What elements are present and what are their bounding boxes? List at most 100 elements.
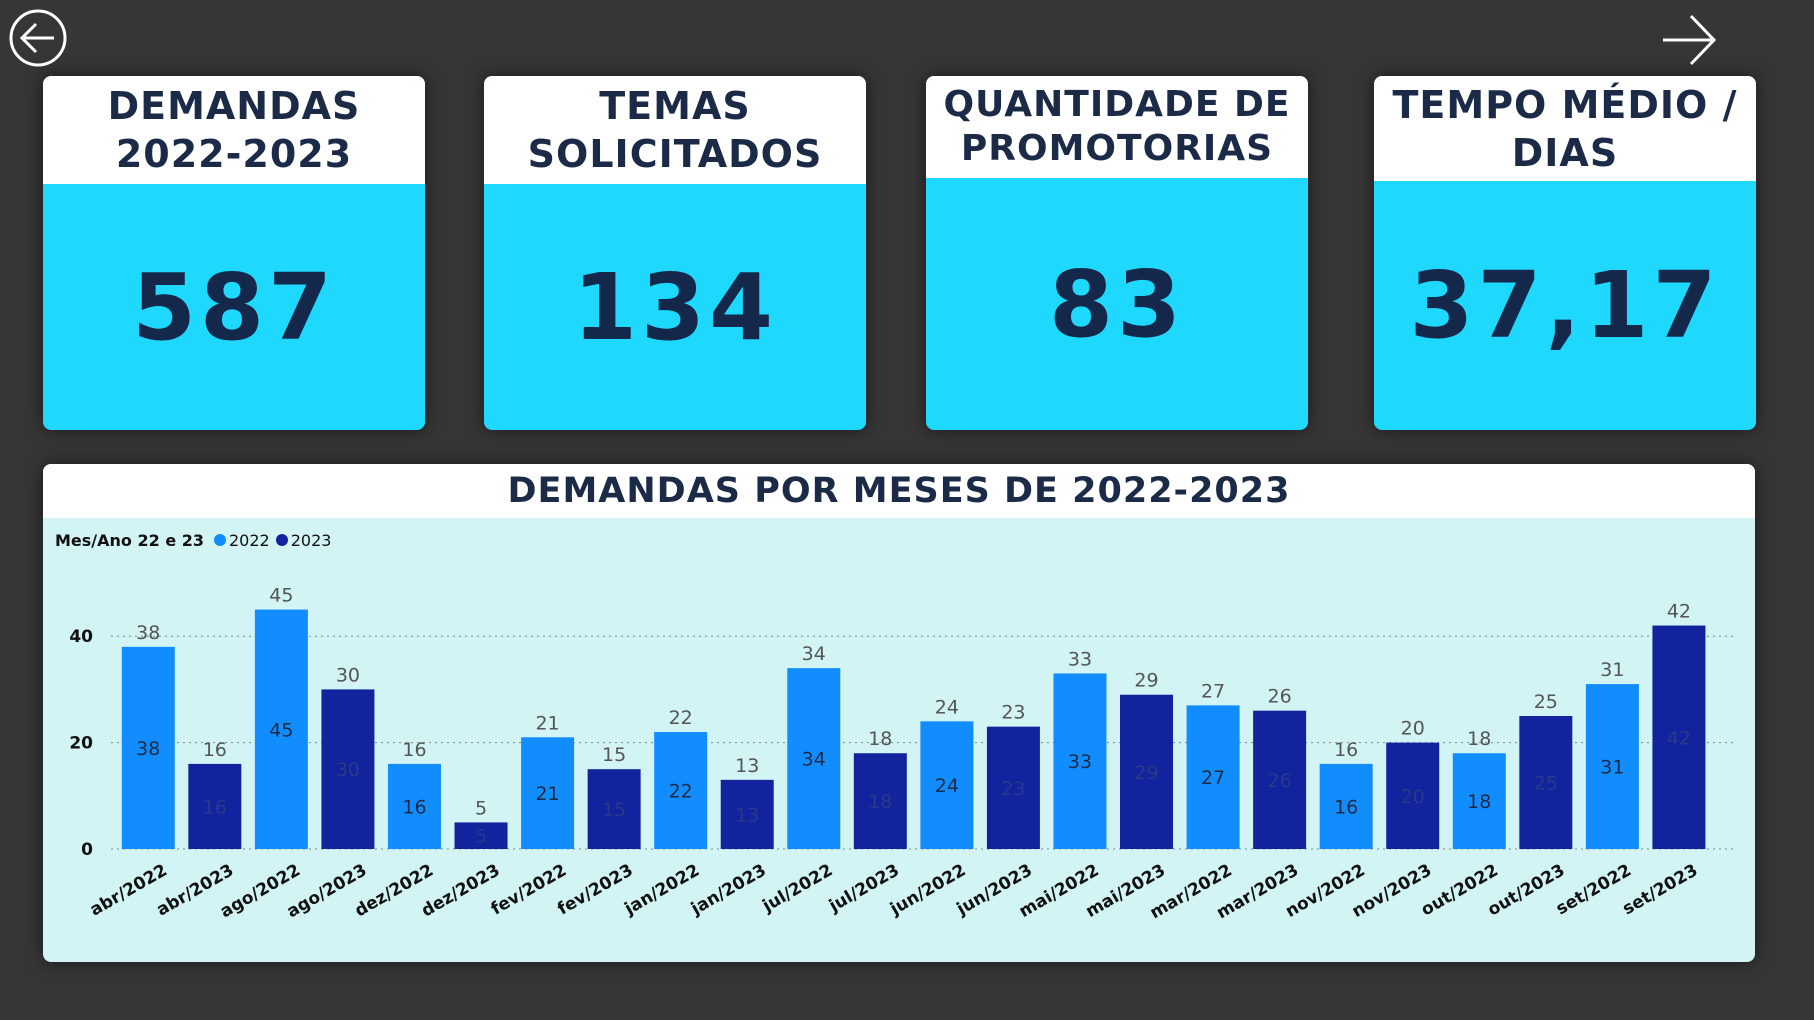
kpi-value: 587	[131, 253, 337, 361]
bar	[321, 689, 375, 849]
bar	[853, 753, 907, 849]
bar	[454, 822, 508, 849]
kpi-title: QUANTIDADE DE PROMOTORIAS	[926, 76, 1308, 178]
bar-inside-label: 25	[1534, 773, 1558, 795]
bar-inside-label: 21	[535, 783, 559, 805]
bar	[1386, 742, 1440, 849]
bar-inside-label: 38	[136, 738, 160, 760]
bar-inside-label: 18	[1467, 791, 1491, 813]
bar	[1452, 753, 1506, 849]
bar	[1053, 673, 1107, 849]
kpi-card-promotorias: QUANTIDADE DE PROMOTORIAS 83	[926, 76, 1308, 430]
bar	[720, 779, 774, 849]
bar-value-label: 25	[1534, 691, 1558, 713]
back-button[interactable]	[8, 8, 68, 68]
bar-value-label: 16	[203, 739, 227, 761]
x-tick-label: jul/2022	[758, 860, 836, 916]
legend-item-2022[interactable]: 2022	[214, 531, 270, 550]
bar	[1319, 763, 1373, 849]
bar	[254, 609, 308, 849]
kpi-title: DEMANDAS 2022-2023	[43, 76, 425, 184]
y-tick-label: 40	[69, 627, 93, 647]
bar	[920, 721, 974, 849]
bar-inside-label: 20	[1401, 786, 1425, 808]
bar-value-label: 21	[535, 712, 559, 734]
bar-inside-label: 16	[1334, 796, 1358, 818]
bar-value-label: 26	[1268, 686, 1292, 708]
bar-inside-label: 5	[475, 826, 487, 848]
bar-value-label: 27	[1201, 680, 1225, 702]
bar-value-label: 18	[868, 728, 892, 750]
arrow-left-circle-icon	[9, 9, 67, 67]
chart-legend: Mes/Ano 22 e 23 2022 2023	[55, 530, 337, 550]
bar-inside-label: 26	[1268, 770, 1292, 792]
bar-inside-label: 33	[1068, 751, 1092, 773]
arrow-right-icon	[1663, 14, 1717, 66]
bar-inside-label: 15	[602, 799, 626, 821]
bar	[121, 646, 175, 849]
bar	[188, 763, 242, 849]
bar-value-label: 15	[602, 744, 626, 766]
kpi-card-temas: TEMAS SOLICITADOS 134	[484, 76, 866, 430]
kpi-value: 134	[572, 253, 778, 361]
x-tick-label: set/2023	[1619, 860, 1701, 919]
bar	[787, 668, 841, 849]
bar-inside-label: 18	[868, 791, 892, 813]
chart-card: DEMANDAS POR MESES DE 2022-2023 Mes/Ano …	[43, 464, 1755, 962]
x-tick-label: set/2022	[1553, 860, 1635, 919]
bar-value-label: 30	[336, 664, 360, 686]
bar-inside-label: 13	[735, 804, 759, 826]
bar-value-label: 42	[1667, 601, 1691, 623]
bar-value-label: 16	[402, 739, 426, 761]
kpi-title: TEMPO MÉDIO / DIAS	[1374, 76, 1756, 181]
bar	[1585, 684, 1639, 849]
bar-value-label: 31	[1600, 659, 1624, 681]
legend-label-2022: 2022	[229, 530, 270, 550]
bar-inside-label: 23	[1001, 778, 1025, 800]
kpi-title: TEMAS SOLICITADOS	[484, 76, 866, 184]
x-tick-label: jan/2023	[687, 860, 770, 919]
bar-value-label: 5	[475, 797, 487, 819]
bar-value-label: 18	[1467, 728, 1491, 750]
bar-inside-label: 16	[402, 796, 426, 818]
bar-value-label: 16	[1334, 739, 1358, 761]
kpi-value: 37,17	[1409, 252, 1721, 359]
kpi-card-tempo-medio: TEMPO MÉDIO / DIAS 37,17	[1374, 76, 1756, 430]
bar-value-label: 33	[1068, 648, 1092, 670]
bar-inside-label: 27	[1201, 767, 1225, 789]
x-tick-label: jun/2022	[886, 860, 969, 920]
bar-value-label: 24	[935, 696, 959, 718]
bar-inside-label: 30	[336, 759, 360, 781]
bar	[587, 769, 641, 849]
legend-dot-2023	[275, 534, 288, 546]
bar-inside-label: 42	[1667, 727, 1691, 749]
bar	[1120, 694, 1174, 849]
bar-inside-label: 16	[203, 796, 227, 818]
legend-title: Mes/Ano 22 e 23	[55, 530, 204, 550]
kpi-card-demandas: DEMANDAS 2022-2023 587	[43, 76, 425, 430]
legend-dot-2022	[214, 534, 226, 546]
kpi-value: 83	[1048, 250, 1186, 358]
bar	[1253, 710, 1307, 849]
bar-inside-label: 29	[1134, 762, 1158, 784]
chart-title: DEMANDAS POR MESES DE 2022-2023	[43, 464, 1755, 518]
bar-value-label: 13	[735, 755, 759, 777]
bar-inside-label: 24	[935, 775, 959, 797]
legend-item-2023[interactable]: 2023	[275, 531, 331, 550]
bar-value-label: 20	[1401, 718, 1425, 740]
bar	[387, 763, 441, 849]
x-tick-label: fev/2022	[488, 860, 570, 919]
bar-value-label: 34	[802, 643, 826, 665]
bar-value-label: 23	[1001, 702, 1025, 724]
next-button[interactable]	[1658, 8, 1718, 68]
bar	[1519, 716, 1573, 849]
bar-inside-label: 34	[802, 749, 826, 771]
bar	[654, 731, 708, 849]
y-tick-label: 20	[69, 734, 93, 754]
bar-inside-label: 22	[669, 780, 693, 802]
x-tick-label: jan/2022	[620, 860, 703, 919]
bar-value-label: 29	[1134, 670, 1158, 692]
bar-value-label: 38	[136, 622, 160, 644]
bar-value-label: 22	[669, 707, 693, 729]
